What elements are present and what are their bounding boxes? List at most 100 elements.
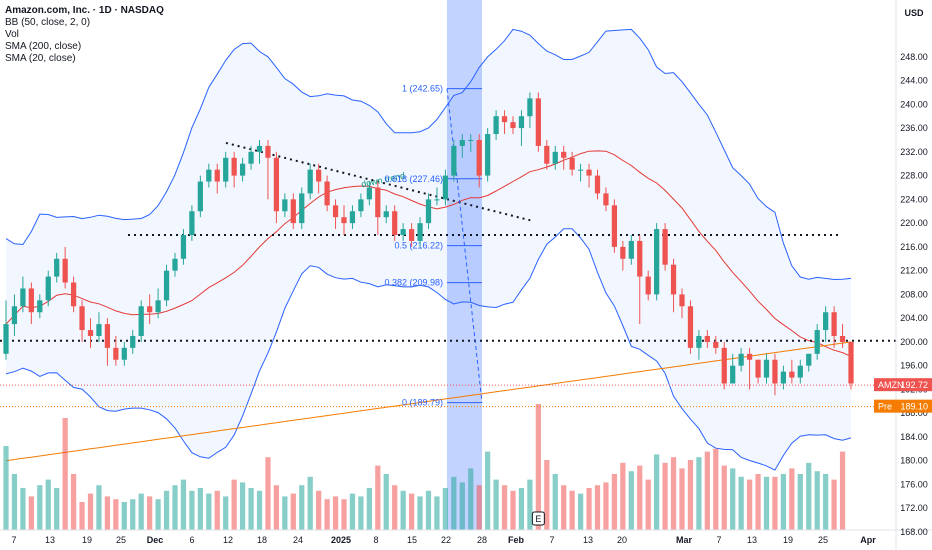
candle-body[interactable] xyxy=(603,193,609,206)
candle-body[interactable] xyxy=(332,205,339,218)
legend-title[interactable]: Amazon.com, Inc. · 1D · NASDAQ xyxy=(5,5,164,16)
candle-body[interactable] xyxy=(155,300,161,313)
candle-body[interactable] xyxy=(282,199,288,212)
candle-body[interactable] xyxy=(839,335,846,342)
earnings-marker[interactable] xyxy=(531,511,545,526)
candle-body[interactable] xyxy=(375,187,381,218)
candle-body[interactable] xyxy=(400,229,406,235)
candle-body[interactable] xyxy=(518,116,525,129)
legend-sma20[interactable]: SMA (20, close) xyxy=(5,53,76,64)
candle-body[interactable] xyxy=(231,157,237,176)
candle-body[interactable] xyxy=(577,169,584,171)
candle-body[interactable] xyxy=(814,330,820,354)
candle-body[interactable] xyxy=(37,300,43,313)
candle-body[interactable] xyxy=(130,335,136,348)
candle-body[interactable] xyxy=(147,306,153,313)
candle-body[interactable] xyxy=(214,169,220,182)
candle-body[interactable] xyxy=(11,306,18,325)
candle-body[interactable] xyxy=(70,282,77,307)
candle-body[interactable] xyxy=(679,294,685,307)
candle-body[interactable] xyxy=(417,223,423,241)
candle-body[interactable] xyxy=(687,306,694,348)
candle-body[interactable] xyxy=(223,157,229,182)
candle-body[interactable] xyxy=(434,199,440,201)
candle-body[interactable] xyxy=(662,229,668,265)
legend-vol[interactable]: Vol xyxy=(5,29,19,40)
candle-body[interactable] xyxy=(637,240,643,277)
candle-body[interactable] xyxy=(239,163,246,176)
candle-body[interactable] xyxy=(324,181,330,206)
candle-body[interactable] xyxy=(780,371,787,384)
candle-body[interactable] xyxy=(358,199,364,212)
candle-body[interactable] xyxy=(290,199,296,224)
candle-body[interactable] xyxy=(273,157,280,212)
candle-body[interactable] xyxy=(569,157,575,170)
candle-body[interactable] xyxy=(189,211,195,235)
candle-body[interactable] xyxy=(425,199,432,224)
candle-body[interactable] xyxy=(586,169,592,176)
legend-bb[interactable]: BB (50, close, 2, 0) xyxy=(5,17,91,28)
candle-body[interactable] xyxy=(20,288,26,307)
candle-body[interactable] xyxy=(392,211,398,235)
pre-price-tag[interactable] xyxy=(874,399,932,413)
candle-body[interactable] xyxy=(45,276,51,301)
candle-body[interactable] xyxy=(459,139,465,146)
candle-body[interactable] xyxy=(113,347,119,360)
candle-body[interactable] xyxy=(87,330,94,336)
candle-body[interactable] xyxy=(594,175,601,194)
candle-body[interactable] xyxy=(349,211,356,224)
candle-body[interactable] xyxy=(772,359,778,384)
candle-body[interactable] xyxy=(96,324,102,336)
candle-body[interactable] xyxy=(62,258,68,283)
candle-body[interactable] xyxy=(645,276,651,295)
candle-body[interactable] xyxy=(316,169,322,182)
candle-body[interactable] xyxy=(620,246,626,259)
candle-body[interactable] xyxy=(493,116,499,135)
legend-sma200[interactable]: SMA (200, close) xyxy=(5,41,82,52)
candle-body[interactable] xyxy=(535,98,541,146)
candle-body[interactable] xyxy=(28,288,34,313)
candle-body[interactable] xyxy=(366,187,372,200)
downtrend-line[interactable] xyxy=(225,141,533,222)
candle-body[interactable] xyxy=(628,240,634,259)
candle-body[interactable] xyxy=(561,151,567,158)
candle-body[interactable] xyxy=(848,341,854,384)
candle-body[interactable] xyxy=(408,229,415,241)
candle-body[interactable] xyxy=(197,181,203,212)
candle-body[interactable] xyxy=(468,139,474,141)
candle-body[interactable] xyxy=(696,335,702,348)
candle-body[interactable] xyxy=(265,145,271,158)
candle-body[interactable] xyxy=(527,98,533,117)
candle-body[interactable] xyxy=(823,312,829,331)
candle-body[interactable] xyxy=(746,353,753,360)
candle-body[interactable] xyxy=(256,145,263,152)
candle-body[interactable] xyxy=(552,151,558,164)
candle-body[interactable] xyxy=(755,359,761,378)
candle-body[interactable] xyxy=(121,347,127,360)
candle-body[interactable] xyxy=(172,258,178,271)
candle-body[interactable] xyxy=(654,229,660,295)
candle-body[interactable] xyxy=(789,371,795,378)
candle-body[interactable] xyxy=(54,258,60,277)
candle-body[interactable] xyxy=(704,335,710,342)
candle-body[interactable] xyxy=(544,145,550,164)
candle-body[interactable] xyxy=(307,169,313,194)
candle-body[interactable] xyxy=(341,217,347,224)
candle-body[interactable] xyxy=(138,306,144,336)
candle-body[interactable] xyxy=(299,193,305,224)
candle-body[interactable] xyxy=(831,312,837,336)
candle-body[interactable] xyxy=(797,365,803,378)
candle-body[interactable] xyxy=(104,324,111,348)
candle-body[interactable] xyxy=(510,122,516,129)
candle-body[interactable] xyxy=(248,151,254,164)
candle-body[interactable] xyxy=(442,175,449,200)
candle-body[interactable] xyxy=(451,145,457,176)
candle-body[interactable] xyxy=(713,341,719,348)
candle-body[interactable] xyxy=(611,205,618,247)
candle-body[interactable] xyxy=(738,353,744,366)
candle-body[interactable] xyxy=(485,134,491,176)
candle-body[interactable] xyxy=(670,264,677,295)
candle-body[interactable] xyxy=(806,353,812,366)
candle-body[interactable] xyxy=(79,306,85,331)
